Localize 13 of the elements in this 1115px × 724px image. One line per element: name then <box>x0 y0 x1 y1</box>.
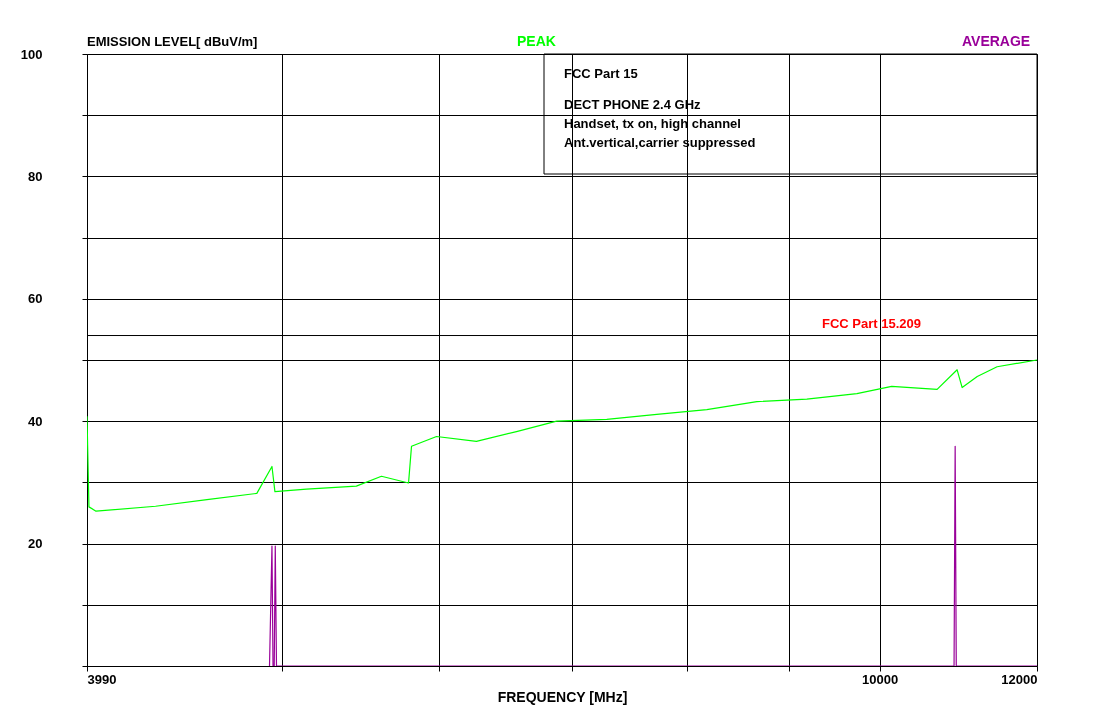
y-tick-label: 60 <box>28 291 43 307</box>
x-axis-title: FREQUENCY [MHz] <box>497 688 628 705</box>
text: AVERAGE <box>962 33 1031 49</box>
y-axis-title: EMISSION LEVEL[ dBuV/m] <box>87 34 258 49</box>
y-tick-label: 100 <box>20 46 43 62</box>
y-tick-label: 80 <box>28 168 43 184</box>
y-tick-label: 20 <box>28 536 43 552</box>
ref-line-label: FCC Part 15.209 <box>822 315 921 331</box>
text: PEAK <box>517 33 556 49</box>
x-tick-label: 3990 <box>87 671 117 687</box>
y-tick-label: 40 <box>28 413 43 429</box>
x-tick-label: 12000 <box>1001 671 1038 687</box>
x-tick-label: 10000 <box>862 671 899 687</box>
